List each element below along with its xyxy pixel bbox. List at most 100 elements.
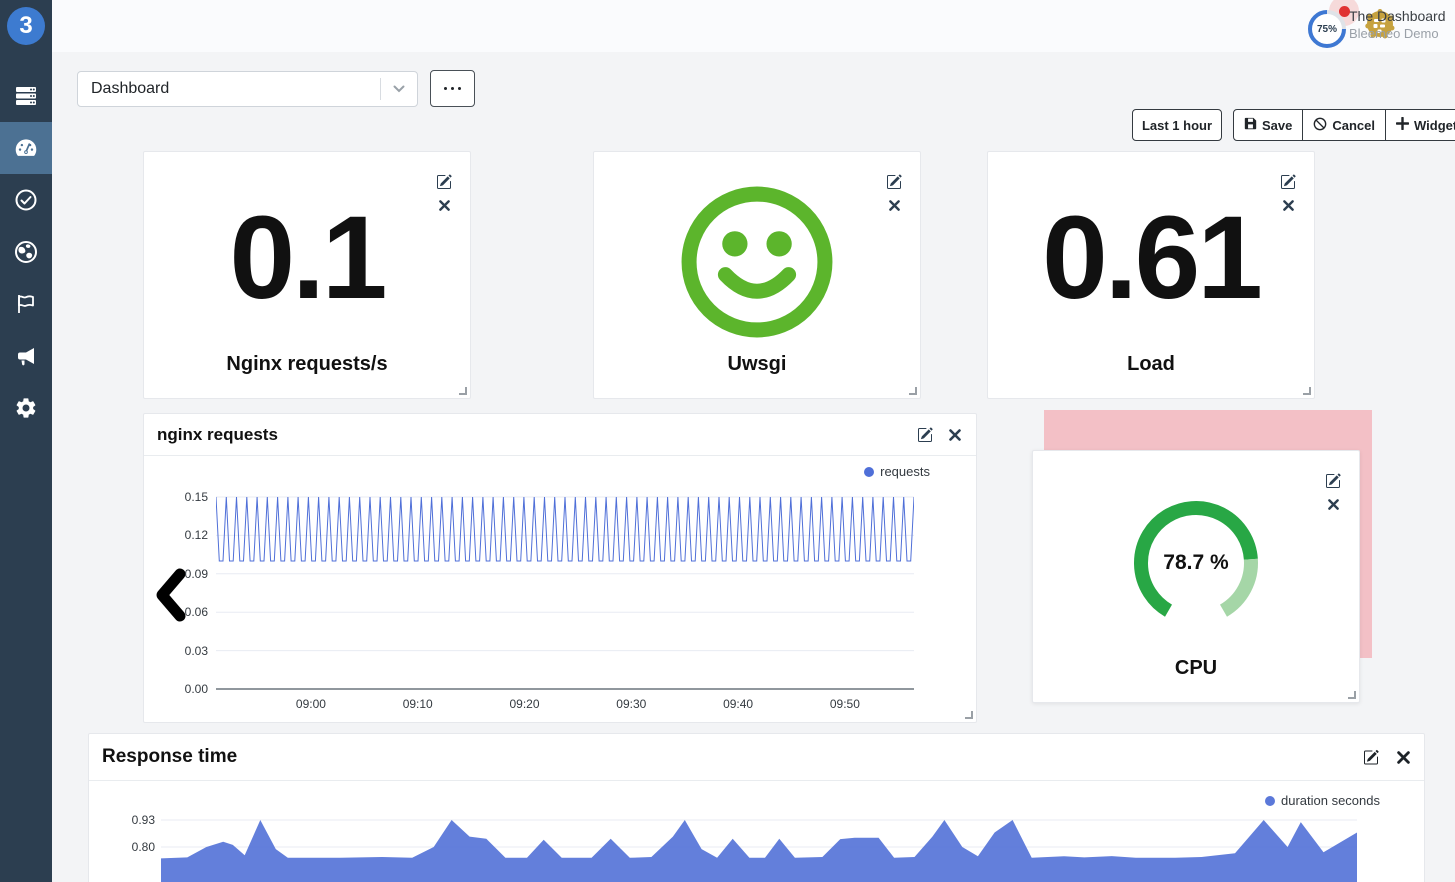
axis-tick-label: 0.15 — [184, 490, 208, 504]
widget-load-metric: 0.61 Load — [987, 151, 1315, 399]
close-icon[interactable] — [436, 197, 452, 213]
resize-handle[interactable] — [1348, 691, 1356, 699]
close-icon[interactable] — [947, 427, 963, 443]
sidebar: 3 — [0, 0, 52, 882]
org-subtitle: Bleemeo Demo — [1349, 26, 1439, 41]
axis-tick-label: 09:50 — [829, 697, 860, 711]
axis-tick-label: 0.12 — [184, 528, 208, 543]
edit-icon[interactable] — [1363, 749, 1379, 765]
axis-tick-label: 0.00 — [184, 682, 208, 696]
resize-handle[interactable] — [459, 387, 467, 395]
axis-tick-label: 09:10 — [402, 697, 433, 711]
avatar[interactable] — [1365, 9, 1395, 39]
edit-icon[interactable] — [886, 174, 902, 190]
org-block[interactable]: The Dashboard Bleemeo Demo — [1349, 8, 1449, 41]
close-icon[interactable] — [1325, 496, 1341, 512]
axis-tick-label: 0.93 — [131, 813, 155, 827]
chart-legend: duration seconds — [1264, 793, 1380, 808]
time-range-label: Last 1 hour — [1141, 117, 1213, 133]
close-icon[interactable] — [886, 197, 902, 213]
cpu-gauge: 78.7 % — [1126, 493, 1266, 633]
axis-tick-label: 09:00 — [295, 697, 326, 711]
metric-value: 0.1 — [229, 191, 387, 324]
add-widget-button[interactable]: Widget — [1385, 109, 1455, 141]
chart-title: nginx requests — [157, 424, 278, 444]
axis-tick-label: 0.03 — [184, 643, 208, 658]
org-name: The Dashboard — [1349, 8, 1446, 24]
sidebar-item-agents[interactable] — [0, 70, 52, 122]
metric-value: 0.61 — [1042, 191, 1263, 324]
chart-legend: requests — [864, 464, 930, 479]
metric-label: Load — [1127, 353, 1175, 375]
axis-tick-label: 0.80 — [131, 840, 155, 854]
select-divider — [380, 78, 381, 100]
axis-tick-label: 0.06 — [184, 605, 208, 620]
dashboard-select-value: Dashboard — [91, 80, 170, 97]
area-chart-svg — [161, 819, 1357, 882]
sidebar-item-checks[interactable] — [0, 174, 52, 226]
metric-label: CPU — [1174, 657, 1218, 679]
save-button[interactable]: Save — [1233, 109, 1304, 141]
save-floppy-icon — [1244, 117, 1257, 133]
response-time-plot: 0.93 0.80 — [132, 813, 1357, 882]
resize-handle[interactable] — [1303, 387, 1311, 395]
flag-icon — [14, 292, 38, 316]
legend-label: duration seconds — [1280, 793, 1380, 808]
widget-uwsgi-status: Uwsgi — [593, 151, 921, 399]
servers-icon — [14, 84, 38, 108]
resize-handle[interactable] — [909, 387, 917, 395]
globe-icon — [14, 240, 38, 264]
usage-ring-value: 75% — [1316, 23, 1337, 35]
sidebar-item-dashboards[interactable] — [0, 122, 52, 174]
edit-icon[interactable] — [436, 174, 452, 190]
line-chart-svg — [215, 496, 915, 690]
smiley-happy-icon — [678, 152, 836, 353]
sidebar-item-reports[interactable] — [0, 278, 52, 330]
edit-actions-group: Save Cancel Widget — [1233, 109, 1455, 141]
cancel-label: Cancel — [1332, 117, 1376, 133]
legend-label: requests — [880, 464, 930, 479]
topbar: 75% The Dashboard Bleemeo Demo — [52, 0, 1455, 52]
chart-pan-left-button[interactable] — [154, 567, 186, 623]
metric-label: Uwsgi — [727, 353, 787, 375]
account-usage-ring[interactable]: 75% — [1307, 9, 1347, 49]
metric-label: Nginx requests/s — [226, 353, 388, 375]
dashboard-select[interactable]: Dashboard — [77, 71, 418, 107]
axis-tick-label: 09:20 — [509, 697, 540, 711]
widget-nginx-requests-chart: nginx requests requests 0.00 0.03 0.06 0.09… — [143, 413, 977, 723]
axis-tick-label: 09:30 — [616, 697, 647, 711]
save-label: Save — [1262, 117, 1293, 133]
sidebar-item-announcements[interactable] — [0, 330, 52, 382]
more-options-button[interactable] — [430, 70, 475, 107]
cancel-slash-icon — [1313, 117, 1327, 134]
time-range-button[interactable]: Last 1 hour — [1132, 109, 1222, 141]
widget-nginx-requests-metric: 0.1 Nginx requests/s — [143, 151, 471, 399]
axis-tick-label: 0.09 — [184, 566, 208, 581]
chart-title: Response time — [102, 746, 238, 767]
axis-tick-label: 09:40 — [723, 697, 754, 711]
legend-dot — [1264, 795, 1275, 806]
widget-cpu-gauge: 78.7 % CPU — [1032, 450, 1360, 703]
plus-icon — [1395, 116, 1410, 133]
edit-icon[interactable] — [1280, 174, 1296, 190]
ellipsis-icon — [444, 87, 447, 90]
widget-response-time-chart: Response time duration seconds 0.93 0.80 — [88, 733, 1425, 882]
add-widget-label: Widget — [1414, 117, 1455, 133]
close-icon[interactable] — [1395, 749, 1411, 765]
edit-icon[interactable] — [917, 426, 933, 443]
close-icon[interactable] — [1280, 197, 1296, 213]
notification-dot — [1339, 6, 1350, 17]
sidebar-item-settings[interactable] — [0, 382, 52, 434]
gear-icon — [14, 396, 38, 420]
chevron-down-icon[interactable] — [381, 85, 417, 93]
gauge-arc — [1134, 501, 1258, 617]
resize-handle[interactable] — [965, 711, 973, 719]
usage-ring-arc — [1308, 10, 1346, 48]
megaphone-icon — [14, 344, 38, 368]
cancel-button[interactable]: Cancel — [1302, 109, 1387, 141]
sidebar-item-status[interactable] — [0, 226, 52, 278]
legend-dot — [864, 466, 875, 477]
edit-icon[interactable] — [1325, 473, 1341, 489]
bleemeo-logo[interactable]: 3 — [7, 7, 45, 45]
